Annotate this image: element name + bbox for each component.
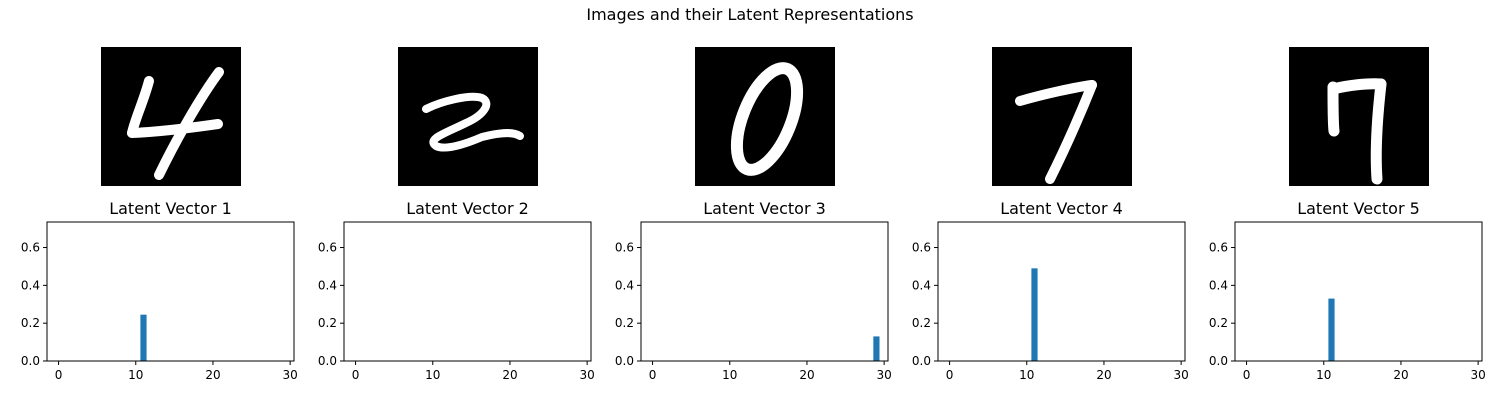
y-tick-label: 0.2 — [615, 316, 634, 330]
axes-frame — [640, 221, 889, 362]
x-tick-label: 10 — [1019, 368, 1034, 382]
x-tick-label: 0 — [352, 368, 360, 382]
x-tick-label: 30 — [580, 368, 595, 382]
latent-chart-5: Latent Vector 5 0 10 20 30 0.0 0.2 0.4 0.6 — [1209, 199, 1486, 382]
x-tick-label: 30 — [877, 368, 892, 382]
digit-image-2 — [398, 47, 538, 186]
y-tick-label: 0.6 — [1209, 241, 1228, 255]
y-tick-label: 0.0 — [615, 354, 634, 368]
y-tick-label: 0.4 — [912, 278, 931, 292]
axes-frame — [46, 221, 295, 362]
chart-title: Latent Vector 3 — [703, 199, 826, 218]
x-tick-label: 30 — [283, 368, 298, 382]
x-tick-label: 10 — [1316, 368, 1331, 382]
y-tick-label: 0.6 — [912, 241, 931, 255]
x-tick-label: 20 — [502, 368, 517, 382]
y-tick-label: 0.4 — [21, 278, 40, 292]
y-tick-label: 0.0 — [21, 354, 40, 368]
y-tick-label: 0.4 — [1209, 278, 1228, 292]
figure-suptitle: Images and their Latent Representations — [586, 5, 914, 24]
y-tick-label: 0.6 — [318, 241, 337, 255]
y-tick-label: 0.4 — [615, 278, 634, 292]
bar — [873, 336, 880, 361]
x-tick-label: 10 — [722, 368, 737, 382]
y-tick-label: 0.4 — [318, 278, 337, 292]
x-tick-label: 20 — [205, 368, 220, 382]
y-tick-label: 0.6 — [21, 241, 40, 255]
bar — [1031, 268, 1038, 361]
x-tick-label: 0 — [649, 368, 657, 382]
x-tick-label: 20 — [1096, 368, 1111, 382]
y-tick-label: 0.2 — [21, 316, 40, 330]
x-tick-label: 0 — [1243, 368, 1251, 382]
digit-image-3 — [695, 47, 835, 186]
x-tick-label: 0 — [55, 368, 63, 382]
latent-chart-2: Latent Vector 2 0 10 20 30 0.0 0.2 0.4 0.6 — [318, 199, 595, 382]
x-tick-label: 0 — [946, 368, 954, 382]
axes-frame — [1234, 221, 1483, 362]
x-tick-label: 30 — [1174, 368, 1189, 382]
latent-chart-4: Latent Vector 4 0 10 20 30 0.0 0.2 0.4 0.6 — [912, 199, 1189, 382]
latent-chart-3: Latent Vector 3 0 10 20 30 0.0 0.2 0.4 0.6 — [615, 199, 892, 382]
y-tick-label: 0.2 — [318, 316, 337, 330]
x-tick-label: 20 — [799, 368, 814, 382]
bar — [140, 314, 147, 361]
x-tick-label: 20 — [1393, 368, 1408, 382]
digit-image-5 — [1289, 47, 1429, 186]
chart-title: Latent Vector 1 — [109, 199, 232, 218]
bar — [1328, 298, 1335, 361]
digit-image-4 — [992, 47, 1132, 186]
chart-title: Latent Vector 2 — [406, 199, 529, 218]
axes-frame — [343, 221, 592, 362]
chart-title: Latent Vector 4 — [1000, 199, 1123, 218]
x-tick-label: 30 — [1471, 368, 1486, 382]
y-tick-label: 0.0 — [318, 354, 337, 368]
x-tick-label: 10 — [425, 368, 440, 382]
latent-chart-1: Latent Vector 1 0 10 20 30 0.0 0.2 0.4 0.6 — [21, 199, 298, 382]
y-tick-label: 0.0 — [1209, 354, 1228, 368]
digit-image-1 — [101, 47, 241, 186]
x-tick-label: 10 — [128, 368, 143, 382]
y-tick-label: 0.2 — [1209, 316, 1228, 330]
y-tick-label: 0.6 — [615, 241, 634, 255]
chart-title: Latent Vector 5 — [1297, 199, 1420, 218]
y-tick-label: 0.0 — [912, 354, 931, 368]
axes-frame — [937, 221, 1186, 362]
y-tick-label: 0.2 — [912, 316, 931, 330]
